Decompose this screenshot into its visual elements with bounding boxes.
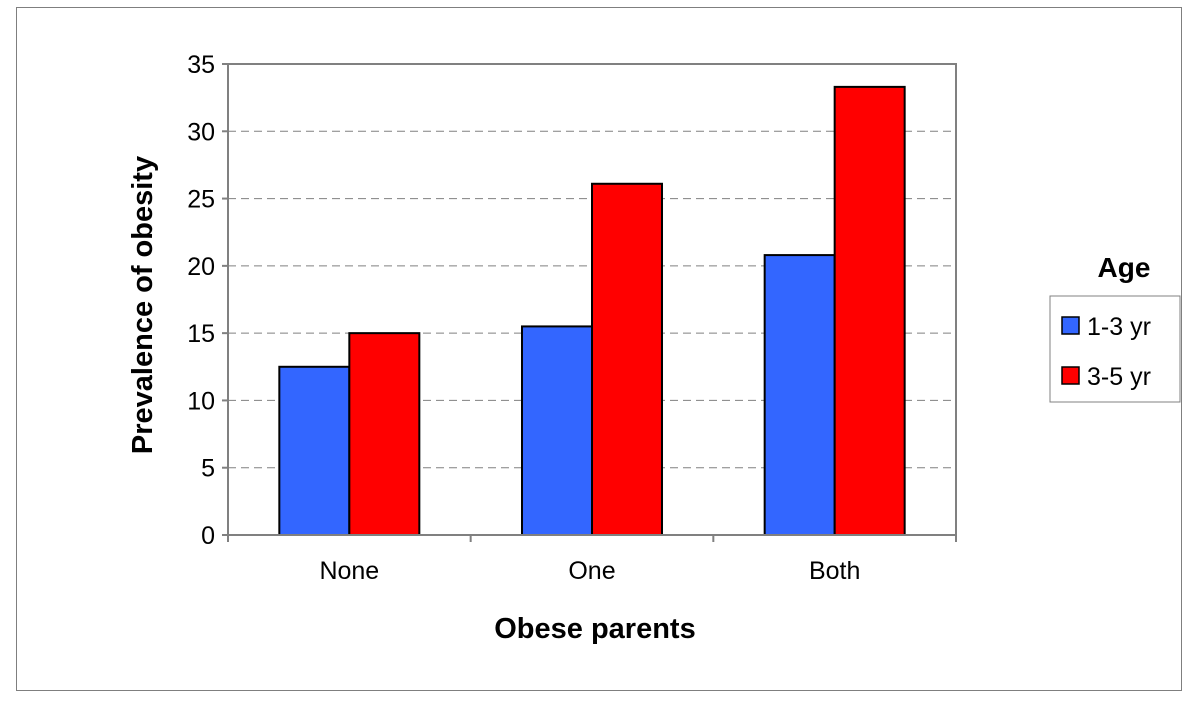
bar-1-3-yr-one <box>521 325 593 536</box>
bar-1-3-yr-none <box>278 365 351 536</box>
legend: Age 1-3 yr 3-5 yr <box>1049 252 1181 403</box>
y-axis-title: Prevalence of obesity <box>127 156 159 454</box>
y-tick-label-30: 30 <box>187 118 215 146</box>
y-tick-label-20: 20 <box>187 253 215 281</box>
y-tick-label-15: 15 <box>187 320 215 348</box>
plot-area-border <box>227 63 957 536</box>
bars <box>278 85 906 537</box>
x-axis-title: Obese parents <box>494 613 695 645</box>
y-tick-label-25: 25 <box>187 186 215 214</box>
bar-3-5-yr-both <box>833 85 906 537</box>
legend-label-1-3-yr: 1-3 yr <box>1087 313 1151 341</box>
y-tick-label-10: 10 <box>187 387 215 415</box>
bar-1-3-yr-both <box>763 254 836 536</box>
y-tick-label-35: 35 <box>187 51 215 79</box>
x-tick-label-both: Both <box>809 557 860 585</box>
x-tick-label-none: None <box>319 557 379 585</box>
legend-swatch-1-3-yr <box>1061 316 1080 335</box>
y-tick-label-0: 0 <box>201 522 215 550</box>
x-tick-label-one: One <box>568 557 615 585</box>
y-axis-ticks: 0 5 10 15 20 25 30 35 <box>187 51 228 550</box>
bar-3-5-yr-one <box>591 182 663 536</box>
legend-label-3-5-yr: 3-5 yr <box>1087 363 1151 391</box>
legend-title: Age <box>1098 252 1151 283</box>
legend-swatch-3-5-yr <box>1061 366 1080 385</box>
x-axis-ticks: None One Both <box>227 535 957 585</box>
bar-3-5-yr-none <box>348 332 421 536</box>
axes <box>227 63 957 536</box>
y-tick-label-5: 5 <box>201 455 215 483</box>
